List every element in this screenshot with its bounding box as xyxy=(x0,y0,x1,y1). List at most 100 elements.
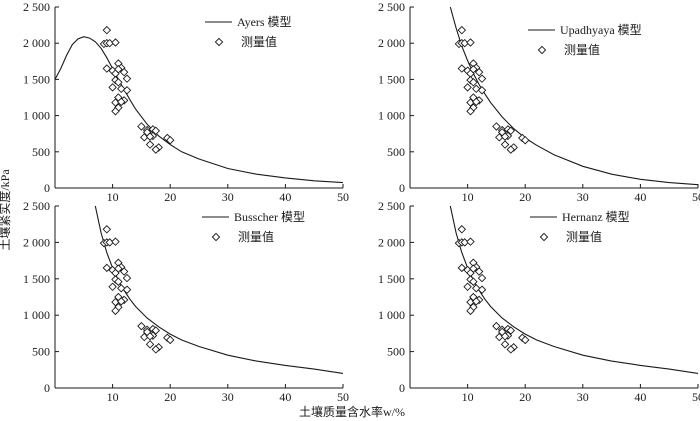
legend-marker-swatch xyxy=(214,37,224,47)
data-point xyxy=(506,126,516,136)
chart-panel-top-left: 0 500 1 000 1 500 2 000 2 500 10 20 30 40 50 Ayers … xyxy=(23,0,349,204)
x-tick-label: 30 xyxy=(222,190,234,204)
data-point xyxy=(151,126,161,136)
data-point xyxy=(472,297,481,306)
x-tick-label: 20 xyxy=(164,390,176,404)
y-tick-label: 2 500 xyxy=(23,199,50,213)
data-point xyxy=(472,84,481,94)
y-tick-label: 2 000 xyxy=(378,235,405,249)
data-point xyxy=(117,284,126,293)
data-point xyxy=(122,273,132,283)
model-curve xyxy=(449,205,699,374)
y-tick-label: 2 000 xyxy=(23,235,50,249)
chart-panel-top-right: 0 500 1 000 1 500 2 000 2 500 10 20 30 40 50 Upadhy… xyxy=(378,0,700,204)
legend-label-model: Ayers 模型 xyxy=(237,15,292,29)
data-point xyxy=(117,84,126,94)
data-point xyxy=(137,321,146,331)
data-point xyxy=(145,132,155,141)
data-point xyxy=(469,277,478,286)
legend-label-measured: 测量值 xyxy=(238,229,274,244)
data-point xyxy=(520,135,530,145)
data-point xyxy=(122,86,132,95)
y-tick-label: 0 xyxy=(44,181,50,195)
model-curve xyxy=(449,6,699,186)
data-point xyxy=(500,340,510,349)
data-point xyxy=(463,83,472,92)
y-tick-label: 0 xyxy=(44,381,50,395)
y-tick-label: 0 xyxy=(399,181,405,195)
x-tick-label: 50 xyxy=(337,190,349,204)
legend-label-measured: 测量值 xyxy=(566,229,602,244)
y-tick-label: 2 500 xyxy=(23,0,50,14)
legend-label-measured: 测量值 xyxy=(564,42,600,57)
data-point xyxy=(477,74,487,83)
legend-marker-swatch xyxy=(537,45,547,55)
data-point xyxy=(114,264,123,273)
data-point xyxy=(102,25,112,35)
data-point xyxy=(469,78,478,87)
data-point xyxy=(492,122,501,131)
data-point xyxy=(472,284,481,293)
data-point xyxy=(145,332,155,341)
data-point xyxy=(114,78,123,87)
data-point xyxy=(472,97,481,107)
data-point xyxy=(500,140,510,149)
data-point xyxy=(111,306,120,316)
x-axis-label: 土壤质量含水率w/% xyxy=(299,404,405,419)
x-tick-label: 10 xyxy=(107,390,119,404)
data-point xyxy=(457,64,467,73)
legend-label-model: Busscher 模型 xyxy=(234,210,305,224)
y-tick-label: 1 500 xyxy=(378,272,405,286)
x-tick-label: 30 xyxy=(577,390,589,404)
y-tick-label: 500 xyxy=(32,145,50,159)
data-point xyxy=(145,140,155,149)
y-tick-label: 1 000 xyxy=(23,308,50,322)
data-point xyxy=(474,267,484,276)
data-point xyxy=(102,263,112,273)
y-tick-label: 1 500 xyxy=(23,272,50,286)
legend-marker-swatch xyxy=(211,232,221,242)
y-tick-label: 2 000 xyxy=(378,36,405,50)
x-tick-label: 30 xyxy=(577,190,589,204)
data-point xyxy=(108,282,117,292)
data-point xyxy=(165,135,175,145)
x-tick-label: 50 xyxy=(337,390,349,404)
data-point xyxy=(506,326,516,335)
y-tick-label: 2 500 xyxy=(378,199,405,213)
data-point xyxy=(111,38,120,47)
legend-label-measured: 测量值 xyxy=(241,34,277,49)
data-point xyxy=(477,86,487,95)
data-point xyxy=(466,306,475,316)
x-tick-label: 30 xyxy=(222,390,234,404)
y-tick-label: 1 000 xyxy=(378,109,405,123)
data-point xyxy=(117,297,126,306)
data-point xyxy=(457,225,467,234)
x-tick-label: 40 xyxy=(634,390,646,404)
x-tick-label: 10 xyxy=(107,190,119,204)
data-point xyxy=(151,326,161,335)
y-axis-label: 土壤紧实度/kPa xyxy=(0,169,12,251)
data-point xyxy=(457,263,467,273)
data-point xyxy=(151,345,161,354)
y-tick-label: 1 500 xyxy=(378,72,405,86)
y-tick-label: 1 500 xyxy=(23,72,50,86)
model-curve xyxy=(94,205,344,374)
data-point xyxy=(477,285,487,294)
data-point xyxy=(492,321,501,331)
data-point xyxy=(137,122,146,131)
y-tick-label: 2 000 xyxy=(23,36,50,50)
data-point xyxy=(114,277,123,286)
data-point xyxy=(466,107,475,116)
y-tick-label: 1 000 xyxy=(23,109,50,123)
data-point xyxy=(506,345,516,354)
legend-label-model: Upadhyaya 模型 xyxy=(560,23,642,37)
chart-panel-bottom-left: 0 500 1 000 1 500 2 000 2 500 10 20 30 40 50 Bussch… xyxy=(23,199,349,404)
data-point xyxy=(474,67,484,77)
legend-label-model: Hernanz 模型 xyxy=(562,210,630,224)
data-point xyxy=(114,65,123,74)
y-tick-label: 1 000 xyxy=(378,308,405,322)
data-point xyxy=(117,97,126,107)
data-point xyxy=(466,38,475,47)
data-point xyxy=(500,332,510,341)
